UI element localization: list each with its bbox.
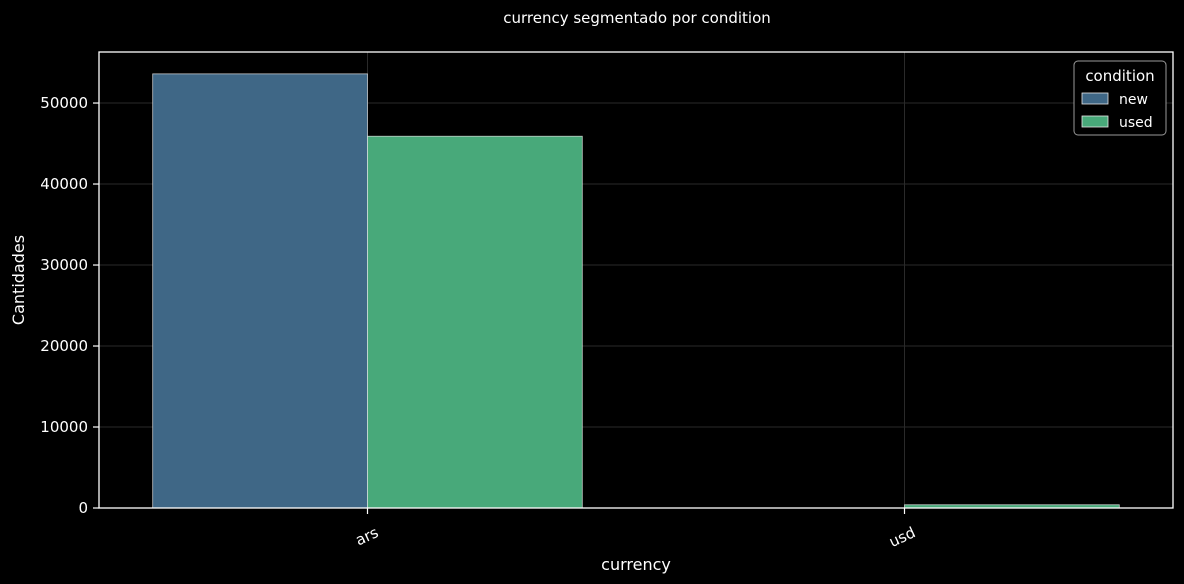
y-tick-label: 10000 — [40, 418, 88, 436]
y-tick-label: 50000 — [40, 94, 88, 112]
y-tick-label: 40000 — [40, 175, 88, 193]
legend-swatch-new — [1081, 92, 1109, 105]
legend: condition new used — [1073, 60, 1167, 136]
plot-frame — [98, 51, 1174, 509]
y-axis: 0 10000 20000 30000 40000 50000 — [40, 94, 99, 517]
y-axis-label: Cantidades — [9, 235, 28, 325]
legend-title: condition — [1085, 67, 1154, 85]
legend-swatch-used — [1081, 115, 1109, 128]
legend-label-used: used — [1119, 115, 1153, 131]
bar-used-ars — [367, 135, 583, 509]
bars — [152, 73, 1120, 509]
y-tick-label: 0 — [78, 499, 88, 517]
chart-title: currency segmentado por condition — [503, 9, 771, 27]
x-tick-label: usd — [886, 523, 918, 551]
x-tick-label: ars — [353, 523, 382, 549]
y-tick-label: 30000 — [40, 256, 88, 274]
y-tick-label: 20000 — [40, 337, 88, 355]
legend-label-new: new — [1119, 92, 1148, 108]
x-axis: ars usd — [353, 508, 918, 551]
x-axis-label: currency — [601, 555, 671, 574]
bar-new-ars — [152, 73, 368, 509]
